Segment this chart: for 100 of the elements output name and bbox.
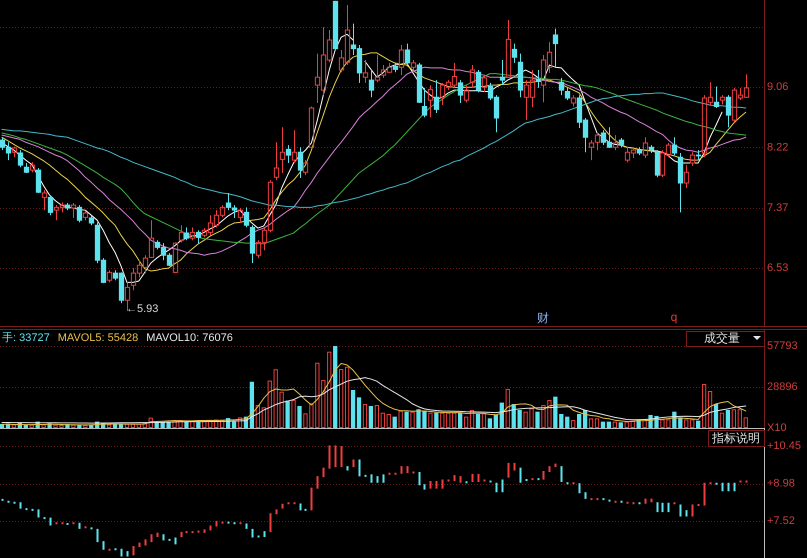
bar (642, 419, 647, 428)
candlestick (392, 62, 398, 73)
candlestick (428, 84, 434, 118)
candlestick (316, 476, 319, 489)
candlestick (178, 224, 184, 243)
candlestick (215, 520, 218, 527)
annotation: ←5.93 (126, 303, 158, 315)
candlestick (691, 504, 694, 517)
bar (12, 424, 16, 428)
candlestick (507, 462, 510, 478)
candlestick (250, 224, 256, 264)
bar (232, 422, 236, 428)
candlestick (132, 546, 135, 556)
bar (523, 412, 528, 428)
y-tick-label: X10 (767, 422, 787, 434)
candlestick (667, 502, 670, 512)
bar (726, 410, 730, 428)
bar (594, 418, 600, 428)
chart-title: 成交量 (704, 331, 740, 345)
candlestick (685, 510, 688, 517)
candlestick (406, 466, 409, 474)
bar (392, 416, 397, 428)
annotation: 财 (537, 311, 549, 325)
candlestick (280, 126, 286, 174)
candlestick (203, 529, 206, 533)
candlestick (679, 504, 682, 517)
annotation: 指标说明 (711, 431, 760, 445)
bar (618, 422, 623, 428)
text: 手: 33727 (2, 331, 50, 344)
candlestick (150, 534, 153, 542)
candlestick (423, 484, 426, 490)
candlestick (346, 466, 349, 470)
bar (291, 400, 296, 428)
candlestick (332, 0, 338, 51)
candlestick (362, 60, 368, 84)
candlestick (36, 168, 42, 194)
candlestick (172, 242, 178, 274)
line-series (2, 362, 746, 426)
bar (297, 406, 302, 428)
candlestick (374, 54, 380, 83)
bar (196, 422, 200, 428)
candlestick (416, 62, 422, 104)
candlestick (476, 70, 482, 93)
candlestick (102, 541, 105, 550)
bar (720, 412, 724, 428)
candlestick (190, 226, 196, 241)
candlestick (612, 134, 618, 151)
candlestick (410, 60, 416, 71)
bar (410, 412, 415, 428)
candlestick (648, 144, 654, 154)
candlestick (495, 482, 498, 492)
bar (83, 425, 88, 428)
candlestick (500, 60, 506, 86)
candlestick (286, 144, 292, 164)
candlestick (650, 498, 653, 502)
candlestick (678, 152, 684, 213)
bar (398, 410, 403, 428)
candlestick (209, 526, 212, 530)
candlestick (275, 509, 278, 514)
candlestick (578, 483, 581, 494)
text: MAVOL5: 55428 (58, 332, 138, 344)
candlestick (435, 480, 438, 489)
y-tick-label: 6.53 (767, 262, 788, 274)
candlestick (368, 70, 374, 98)
y-tick-label: +8.98 (767, 478, 795, 490)
candlestick (156, 532, 159, 538)
bar (541, 405, 546, 428)
bar (350, 390, 356, 428)
bar (190, 420, 195, 428)
y-tick-label: 57793 (767, 340, 798, 352)
candlestick (560, 466, 563, 482)
candlestick (48, 194, 54, 216)
candlestick (340, 446, 343, 468)
candlestick (251, 528, 254, 538)
candlestick (64, 202, 70, 211)
bar (303, 413, 308, 428)
bar (600, 422, 606, 428)
bar (59, 425, 64, 428)
candlestick (404, 43, 410, 66)
candlestick (120, 548, 123, 556)
candlestick (464, 84, 470, 103)
candlestick (542, 471, 545, 480)
candlestick (453, 475, 456, 481)
candlestick (37, 509, 40, 518)
candlestick (19, 502, 22, 509)
candlestick (618, 137, 624, 148)
candlestick (536, 70, 542, 88)
candlestick (352, 459, 355, 468)
bar (606, 422, 612, 428)
y-tick-label: +10.45 (767, 440, 801, 452)
candlestick (519, 468, 522, 483)
bar (660, 419, 665, 428)
candlestick (358, 459, 361, 476)
bar (535, 412, 540, 428)
candlestick (570, 94, 576, 108)
bar (238, 417, 242, 428)
candlestick (471, 474, 474, 482)
candlestick (76, 204, 82, 223)
candlestick (564, 86, 570, 101)
candlestick (245, 523, 248, 529)
